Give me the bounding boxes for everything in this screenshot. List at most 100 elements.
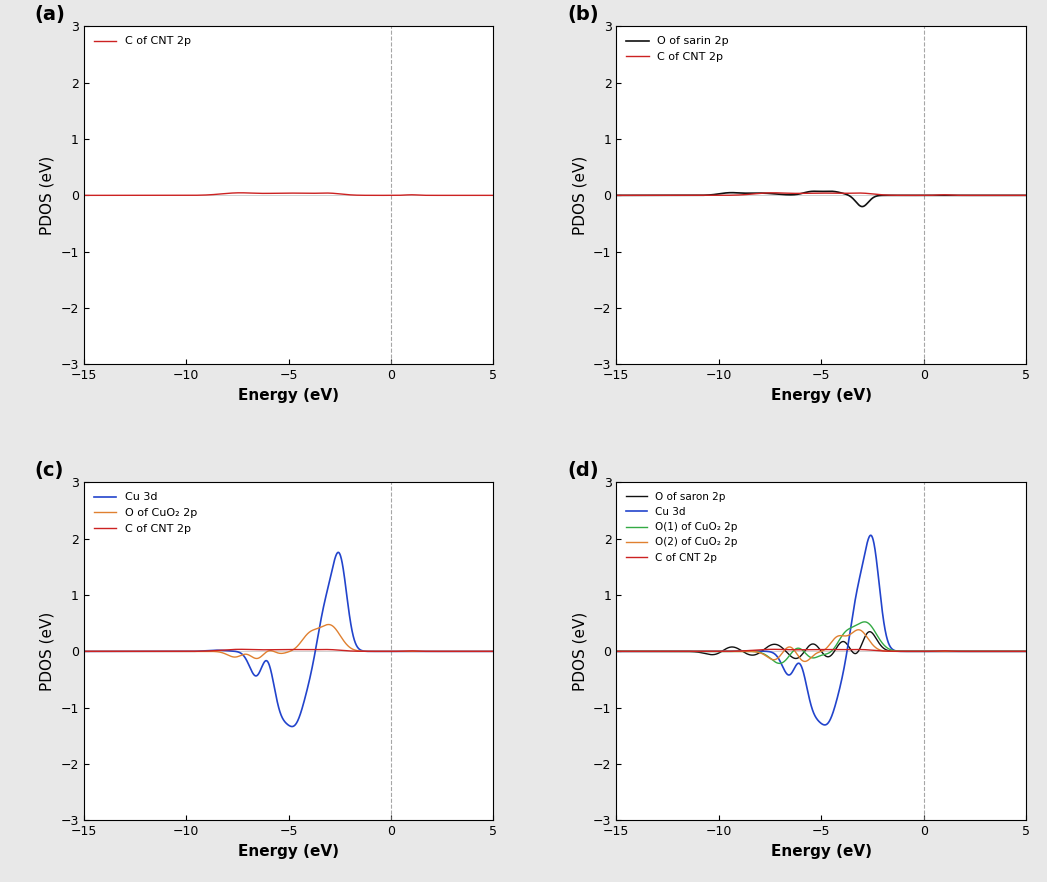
O of sarin 2p [809, 186, 822, 197]
Text: (a): (a) [35, 4, 66, 24]
Legend: O of sarin 2p, C of CNT 2p: O of sarin 2p, C of CNT 2p [622, 32, 734, 66]
C of CNT 2p [1008, 647, 1021, 657]
C of CNT 2p [766, 188, 779, 198]
O(2) of CuO₂ 2p [1020, 647, 1032, 657]
Y-axis label: PDOS (eV): PDOS (eV) [40, 156, 55, 235]
Text: (c): (c) [35, 460, 64, 480]
C of CNT 2p [631, 190, 644, 200]
Cu 3d [809, 712, 822, 722]
O of sarin 2p [1008, 190, 1021, 200]
O(2) of CuO₂ 2p [1008, 647, 1021, 657]
Line: C of CNT 2p: C of CNT 2p [617, 193, 1026, 195]
O(1) of CuO₂ 2p [631, 647, 644, 657]
Legend: O of saron 2p, Cu 3d, O(1) of CuO₂ 2p, O(2) of CuO₂ 2p, C of CNT 2p: O of saron 2p, Cu 3d, O(1) of CuO₂ 2p, O… [622, 488, 741, 567]
Line: O(1) of CuO₂ 2p: O(1) of CuO₂ 2p [617, 622, 1026, 663]
Line: Cu 3d: Cu 3d [617, 535, 1026, 725]
Text: (d): (d) [567, 460, 599, 480]
Cu 3d [865, 530, 877, 541]
O(1) of CuO₂ 2p [1008, 647, 1021, 657]
O of saron 2p [610, 647, 623, 657]
C of CNT 2p [631, 647, 644, 657]
O of saron 2p [1020, 647, 1032, 657]
Legend: Cu 3d, O of CuO₂ 2p, C of CNT 2p: Cu 3d, O of CuO₂ 2p, C of CNT 2p [89, 488, 202, 538]
O(2) of CuO₂ 2p [631, 647, 644, 657]
C of CNT 2p [487, 190, 499, 200]
C of CNT 2p [475, 190, 488, 200]
C of CNT 2p [610, 647, 623, 657]
O(1) of CuO₂ 2p [809, 652, 822, 662]
Cu 3d [933, 647, 945, 657]
Cu 3d [799, 672, 811, 683]
C of CNT 2p [766, 644, 779, 654]
Y-axis label: PDOS (eV): PDOS (eV) [573, 612, 587, 691]
Cu 3d [401, 647, 414, 657]
O of sarin 2p [856, 201, 869, 212]
Cu 3d [610, 647, 623, 657]
O(1) of CuO₂ 2p [1020, 647, 1032, 657]
Cu 3d [286, 721, 298, 732]
C of CNT 2p [77, 190, 90, 200]
C of CNT 2p [809, 188, 822, 198]
Cu 3d [276, 714, 289, 724]
O(2) of CuO₂ 2p [933, 647, 945, 657]
C of CNT 2p [933, 646, 945, 656]
O of sarin 2p [631, 190, 644, 200]
C of CNT 2p [799, 188, 811, 198]
C of CNT 2p [400, 646, 413, 656]
Cu 3d [98, 647, 111, 657]
O of sarin 2p [933, 190, 945, 200]
X-axis label: Energy (eV): Energy (eV) [238, 844, 339, 859]
O of saron 2p [789, 654, 802, 664]
O(1) of CuO₂ 2p [799, 647, 811, 658]
C of CNT 2p [235, 188, 247, 198]
Cu 3d [77, 647, 90, 657]
O of CuO₂ 2p [322, 619, 335, 630]
X-axis label: Energy (eV): Energy (eV) [238, 388, 339, 403]
C of CNT 2p [400, 190, 413, 200]
O of saron 2p [1008, 647, 1021, 657]
O of CuO₂ 2p [250, 654, 263, 664]
Cu 3d [475, 647, 488, 657]
O of CuO₂ 2p [487, 647, 499, 657]
C of CNT 2p [266, 188, 279, 198]
C of CNT 2p [610, 190, 623, 200]
C of CNT 2p [475, 647, 488, 657]
C of CNT 2p [487, 647, 499, 657]
C of CNT 2p [77, 647, 90, 657]
C of CNT 2p [799, 645, 811, 655]
Line: C of CNT 2p: C of CNT 2p [84, 649, 493, 652]
C of CNT 2p [809, 644, 822, 654]
O of saron 2p [809, 639, 822, 650]
O(1) of CuO₂ 2p [859, 617, 871, 627]
C of CNT 2p [98, 190, 111, 200]
O of saron 2p [1008, 647, 1021, 657]
Cu 3d [332, 547, 344, 557]
O of CuO₂ 2p [401, 647, 414, 657]
O(2) of CuO₂ 2p [852, 624, 865, 635]
Cu 3d [1008, 647, 1021, 657]
Line: C of CNT 2p: C of CNT 2p [84, 193, 493, 195]
O of CuO₂ 2p [266, 646, 279, 656]
Cu 3d [487, 647, 499, 657]
O of sarin 2p [823, 186, 836, 197]
O of CuO₂ 2p [77, 647, 90, 657]
C of CNT 2p [235, 644, 247, 654]
O(2) of CuO₂ 2p [1008, 647, 1021, 657]
O(1) of CuO₂ 2p [774, 658, 786, 669]
C of CNT 2p [933, 190, 945, 200]
Y-axis label: PDOS (eV): PDOS (eV) [40, 612, 55, 691]
Line: C of CNT 2p: C of CNT 2p [617, 649, 1026, 652]
O of CuO₂ 2p [98, 647, 111, 657]
Cu 3d [475, 647, 488, 657]
O(2) of CuO₂ 2p [799, 656, 811, 667]
O of saron 2p [864, 626, 876, 637]
Line: O of sarin 2p: O of sarin 2p [617, 191, 1026, 206]
O(1) of CuO₂ 2p [1008, 647, 1021, 657]
C of CNT 2p [1020, 647, 1032, 657]
O of sarin 2p [1020, 190, 1032, 200]
X-axis label: Energy (eV): Energy (eV) [771, 844, 872, 859]
O(2) of CuO₂ 2p [799, 656, 811, 667]
Line: Cu 3d: Cu 3d [84, 552, 493, 727]
O of sarin 2p [799, 187, 811, 198]
Cu 3d [1008, 647, 1021, 657]
